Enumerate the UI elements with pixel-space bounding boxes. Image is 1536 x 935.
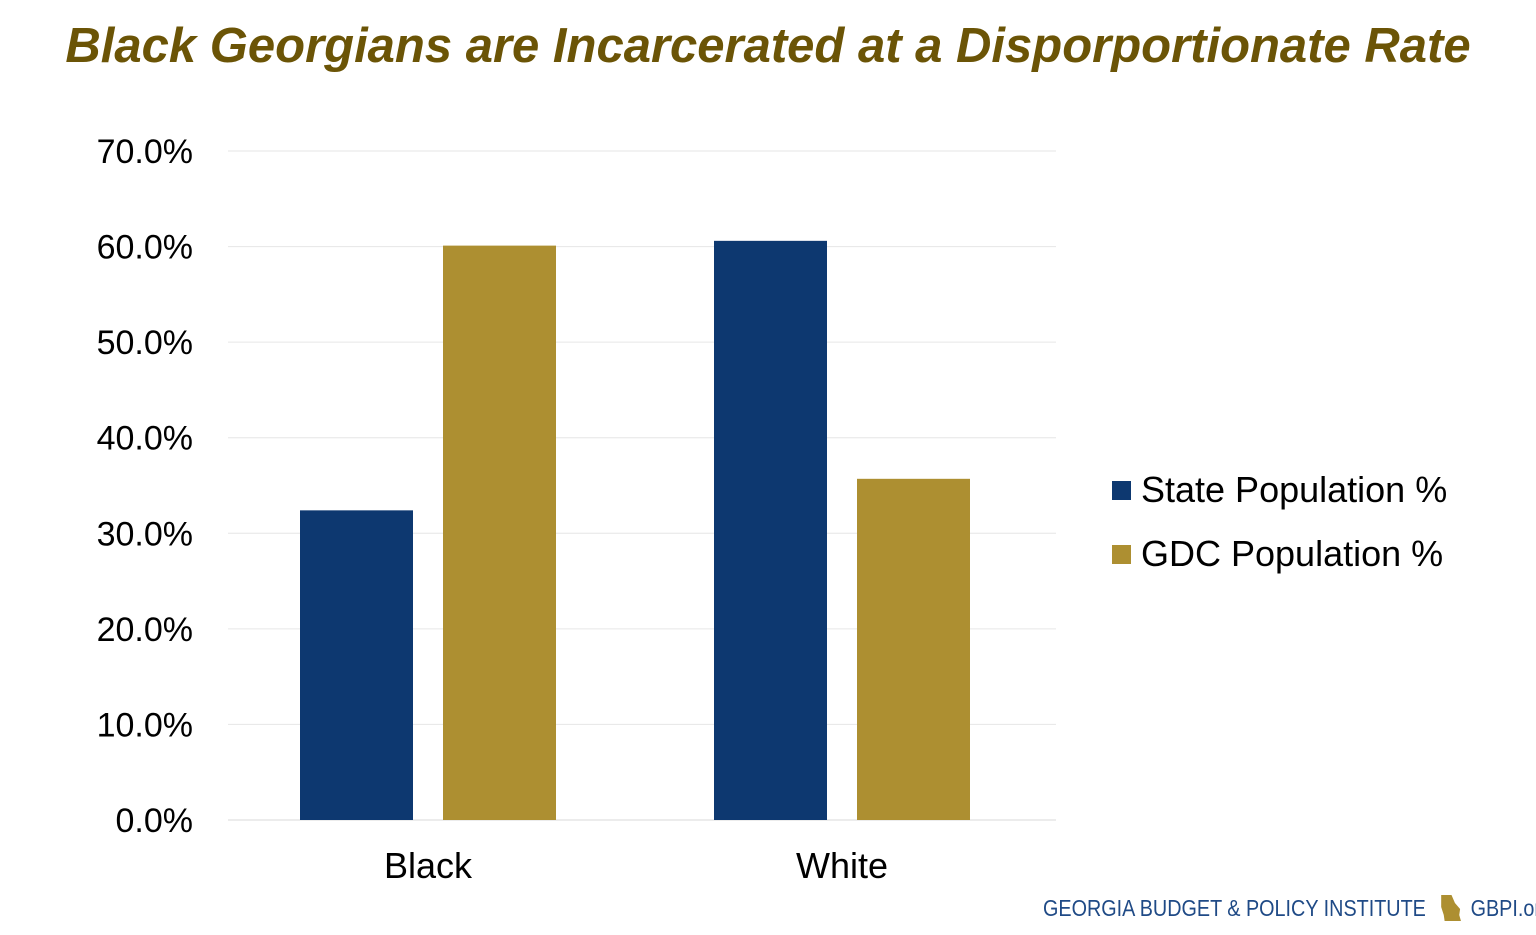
legend: State Population % GDC Population % [1112, 458, 1447, 586]
y-tick-label: 40.0% [97, 420, 193, 458]
bar-black-gdc [443, 245, 556, 820]
org-name: GEORGIA BUDGET & POLICY INSTITUTE [1043, 894, 1426, 921]
x-category-label: White [796, 845, 888, 886]
bar-black-state [300, 510, 413, 820]
y-tick-label: 10.0% [97, 706, 193, 744]
legend-label-state: State Population % [1141, 469, 1448, 510]
y-tick-label: 20.0% [97, 611, 193, 649]
website-link[interactable]: GBPI.org [1470, 894, 1536, 921]
x-category-label: Black [384, 845, 473, 886]
bar-white-gdc [857, 478, 970, 820]
georgia-map-icon [1441, 895, 1462, 921]
footer: GEORGIA BUDGET & POLICY INSTITUTE GBPI.o… [1043, 893, 1536, 923]
legend-swatch-state [1112, 480, 1131, 500]
legend-item-gdc: GDC Population % [1112, 522, 1447, 586]
y-tick-label: 30.0% [97, 515, 193, 553]
y-tick-label: 0.0% [116, 802, 194, 840]
y-tick-label: 50.0% [97, 324, 193, 362]
y-tick-label: 60.0% [97, 229, 193, 267]
legend-label-gdc: GDC Population % [1141, 533, 1444, 574]
chart-title: Black Georgians are Incarcerated at a Di… [65, 19, 1471, 73]
y-tick-label: 70.0% [97, 133, 193, 171]
legend-item-state: State Population % [1112, 458, 1447, 522]
legend-swatch-gdc [1112, 544, 1131, 564]
bar-white-state [714, 240, 827, 820]
